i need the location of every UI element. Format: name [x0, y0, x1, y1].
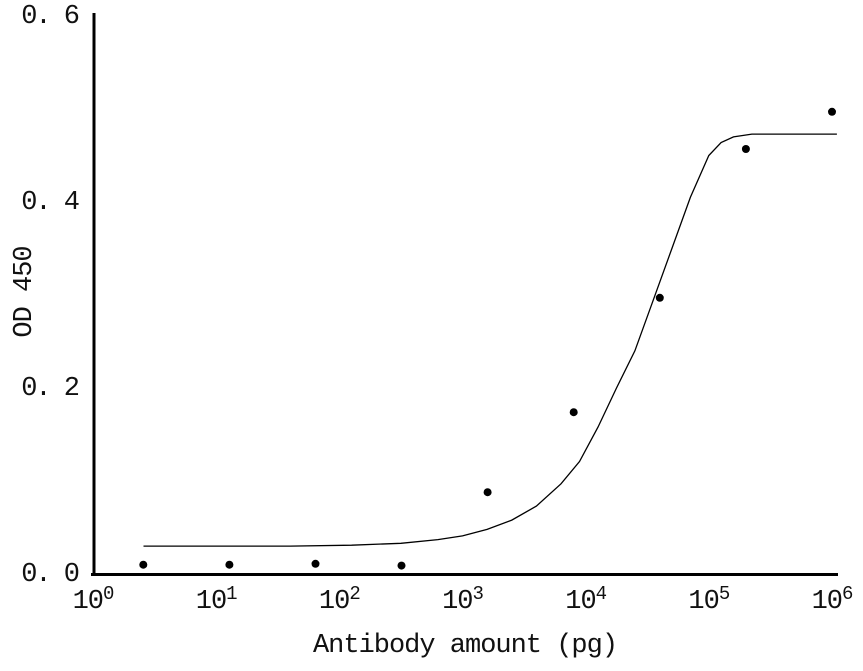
- y-axis-title: OD 450: [10, 246, 40, 338]
- x-tick-base: 10: [688, 587, 719, 617]
- y-tick-label: 0. 6: [21, 2, 80, 32]
- data-point: [483, 488, 492, 497]
- data-point: [397, 561, 406, 570]
- data-point: [569, 408, 578, 417]
- x-tick-base: 10: [811, 587, 843, 617]
- y-tick-label: 0. 0: [21, 560, 80, 590]
- data-point: [741, 145, 750, 153]
- x-tick-exponent: 4: [595, 583, 607, 605]
- x-tick-exponent: 0: [103, 583, 114, 605]
- x-tick-exponent: 1: [226, 583, 237, 605]
- x-tick-base: 10: [72, 587, 104, 617]
- x-tick-label: 102: [318, 585, 361, 618]
- y-tick-label: 0. 4: [21, 188, 80, 218]
- x-tick-label: 106: [811, 585, 854, 618]
- x-tick-exponent: 2: [349, 583, 360, 605]
- x-tick-exponent: 6: [841, 583, 853, 605]
- x-tick-exponent: 3: [472, 583, 483, 605]
- data-point: [655, 293, 664, 302]
- x-tick-base: 10: [442, 587, 473, 617]
- fit-curve-line: [143, 133, 837, 547]
- y-tick-label: 0. 2: [21, 374, 80, 404]
- x-tick-base: 10: [318, 587, 350, 617]
- x-tick-exponent: 5: [718, 583, 730, 605]
- data-point: [139, 560, 148, 569]
- x-tick-label: 105: [688, 585, 730, 618]
- x-tick-base: 10: [565, 587, 596, 617]
- x-axis-title: Antibody amount (pg): [312, 631, 618, 661]
- data-point: [311, 559, 320, 568]
- x-tick-base: 10: [195, 587, 227, 617]
- x-tick-label: 100: [72, 585, 115, 618]
- x-tick-label: 101: [195, 585, 238, 618]
- data-point: [225, 560, 234, 569]
- data-point: [828, 107, 836, 116]
- x-tick-label: 104: [565, 585, 607, 618]
- x-tick-label: 103: [442, 585, 484, 618]
- data-points: [139, 107, 836, 570]
